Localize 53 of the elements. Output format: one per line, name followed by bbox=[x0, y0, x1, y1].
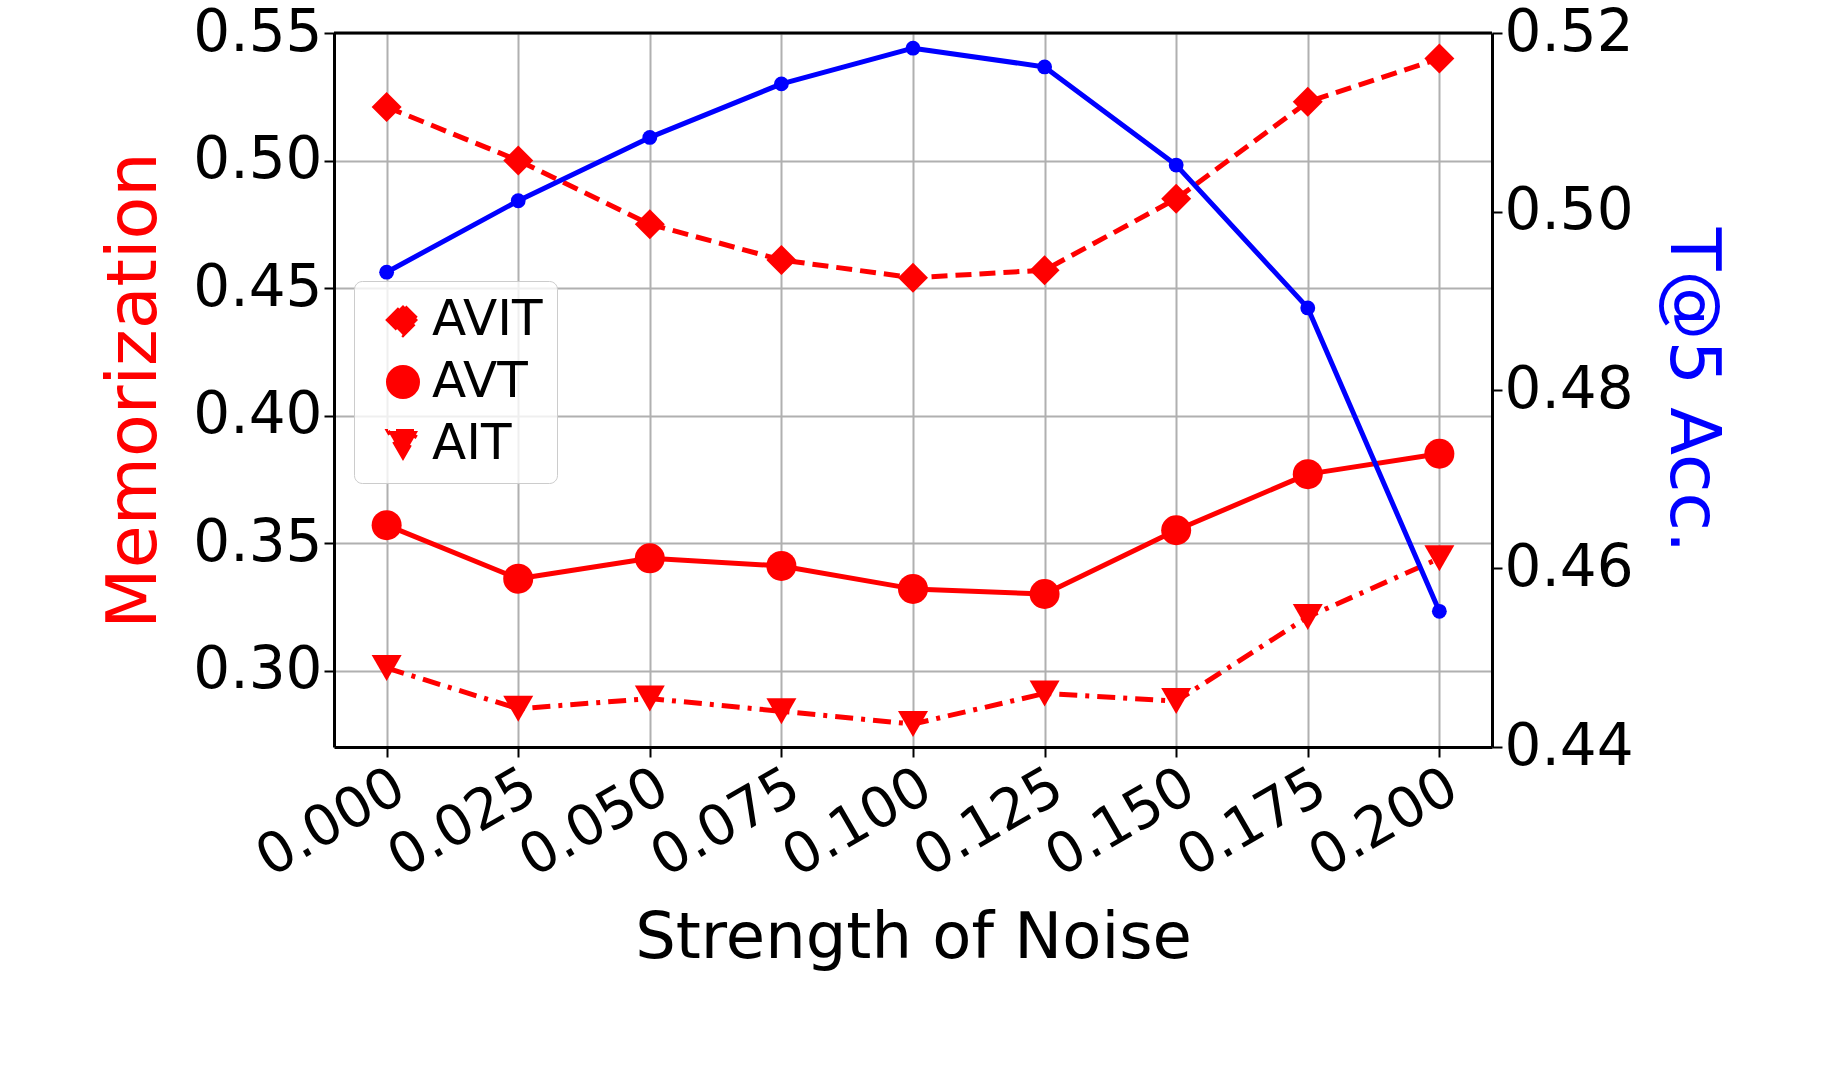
point bbox=[766, 244, 797, 275]
point bbox=[1161, 183, 1192, 214]
legend-label: AVIT bbox=[432, 289, 543, 347]
point bbox=[898, 573, 928, 604]
point bbox=[634, 543, 665, 574]
point bbox=[371, 654, 402, 681]
point bbox=[1029, 680, 1060, 707]
point bbox=[1292, 459, 1323, 490]
y2-axis-title: T@5 Acc. bbox=[1653, 226, 1736, 554]
point bbox=[1424, 545, 1455, 572]
point bbox=[642, 130, 658, 145]
y2-tick-label: 0.50 bbox=[1504, 175, 1634, 243]
point bbox=[1168, 157, 1184, 173]
point bbox=[503, 563, 534, 594]
legend-label: AVT bbox=[432, 351, 529, 409]
point bbox=[1037, 59, 1053, 75]
y2-tick-label: 0.52 bbox=[1504, 0, 1634, 65]
point bbox=[371, 510, 402, 541]
y-axis-title: Memorization bbox=[91, 152, 174, 629]
point bbox=[1161, 688, 1192, 715]
x-axis-title: Strength of Noise bbox=[635, 899, 1192, 974]
y-tick-label: 0.30 bbox=[193, 634, 323, 702]
point bbox=[898, 711, 928, 738]
point bbox=[634, 685, 665, 712]
point bbox=[371, 91, 402, 122]
point bbox=[905, 40, 921, 56]
point bbox=[1029, 255, 1060, 286]
point bbox=[773, 76, 789, 92]
y-tick-label: 0.45 bbox=[193, 251, 323, 320]
point bbox=[766, 698, 797, 725]
point bbox=[1431, 603, 1447, 619]
point bbox=[1292, 86, 1323, 117]
point bbox=[1300, 300, 1316, 316]
legend-label: AIT bbox=[432, 413, 512, 471]
point bbox=[1424, 438, 1455, 469]
y-tick-label: 0.40 bbox=[193, 379, 323, 447]
y2-tick-label: 0.48 bbox=[1504, 353, 1634, 422]
point bbox=[510, 193, 526, 209]
point bbox=[1029, 579, 1060, 609]
y-tick-label: 0.35 bbox=[193, 506, 323, 575]
point bbox=[379, 264, 395, 280]
point bbox=[1161, 515, 1192, 546]
y2-tick-label: 0.44 bbox=[1504, 710, 1634, 779]
y2-tick-label: 0.46 bbox=[1504, 532, 1634, 600]
point bbox=[503, 695, 534, 722]
point bbox=[1424, 43, 1455, 74]
point bbox=[634, 209, 665, 240]
point bbox=[766, 550, 797, 581]
point bbox=[503, 145, 534, 176]
y-tick-label: 0.55 bbox=[193, 0, 323, 65]
y-tick-label: 0.50 bbox=[193, 124, 323, 192]
point bbox=[898, 262, 928, 293]
point bbox=[1292, 603, 1323, 630]
